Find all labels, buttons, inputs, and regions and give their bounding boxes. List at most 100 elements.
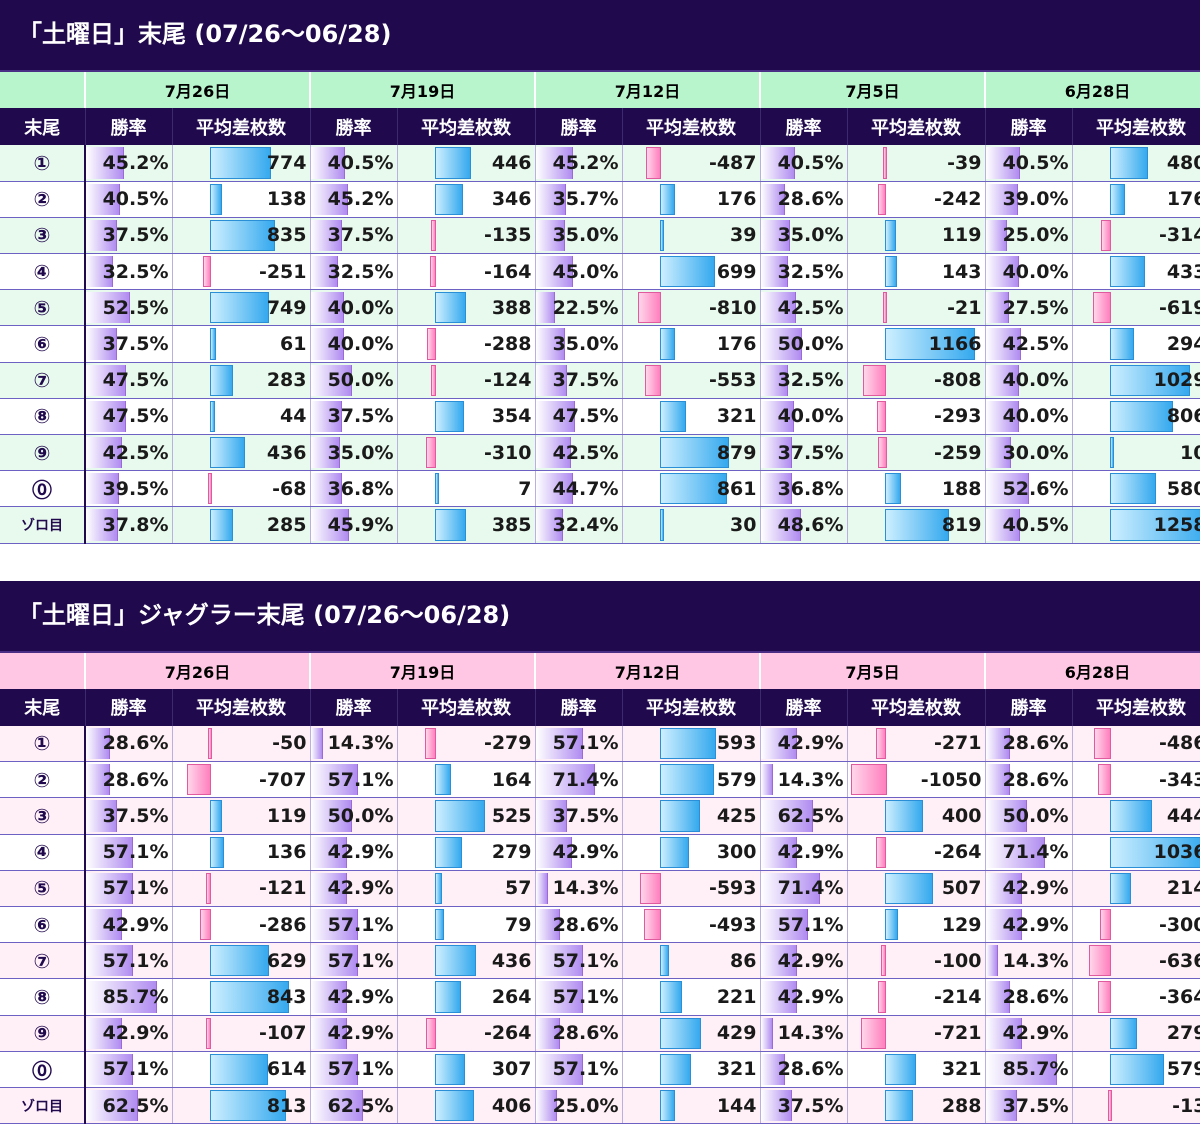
win-rate-value: 14.3% (1002, 949, 1069, 972)
row-label: ④ (0, 834, 86, 871)
positive-diff-bar (434, 800, 485, 832)
avg-diff-value: -808 (933, 369, 982, 392)
avg-diff-value: -135 (483, 224, 532, 247)
negative-diff-bar (206, 1017, 212, 1049)
win-rate-value: 25.0% (552, 1094, 619, 1117)
win-rate-cell: 25.0% (985, 217, 1073, 255)
win-rate-bar (535, 981, 584, 1013)
win-rate-value: 35.0% (552, 224, 619, 247)
win-rate-bar (86, 400, 126, 432)
win-rate-bar (760, 909, 809, 941)
avg-diff-value: 819 (941, 513, 982, 536)
win-rate-cell: 14.3% (310, 725, 398, 763)
win-rate-value: 57.1% (327, 913, 394, 936)
win-rate-bar (535, 437, 572, 469)
row-label: ⑧ (0, 978, 86, 1016)
avg-diff-cell: 699 (622, 253, 761, 291)
avg-diff-cell: 164 (397, 761, 536, 799)
negative-diff-bar (861, 1017, 887, 1049)
positive-diff-bar (209, 1089, 286, 1122)
column-header-row: 末尾 勝率 平均差枚数 勝率 平均差枚数 勝率 平均差枚数 勝率 平均差枚数 勝率 平均差枚数 (0, 688, 1200, 726)
avg-diff-cell: -100 (847, 942, 986, 980)
win-rate-cell: 28.6% (760, 1051, 848, 1088)
win-rate-cell: 62.5% (760, 797, 848, 835)
win-rate-cell: 42.9% (85, 906, 173, 944)
win-rate-cell: 36.8% (310, 470, 398, 508)
positive-diff-bar (209, 400, 215, 432)
avg-diff-cell: 1036 (1072, 834, 1200, 871)
positive-diff-bar (434, 292, 467, 324)
win-rate-cell: 40.5% (310, 145, 398, 182)
win-rate-value: 57.1% (102, 877, 169, 900)
win-rate-bar (985, 256, 1020, 288)
table-row: ⑦ 57.1% 629 57.1% 436 57.1% 86 42.9% -100 14.3% -6… (0, 942, 1200, 980)
avg-diff-cell: -721 (847, 1015, 986, 1052)
win-rate-value: 42.5% (1002, 333, 1069, 356)
win-rate-value: 14.3% (327, 732, 394, 755)
win-rate-cell: 42.9% (760, 725, 848, 763)
win-rate-value: 42.9% (102, 1022, 169, 1045)
avg-diff-cell: -50 (172, 725, 311, 763)
win-rate-bar (535, 1017, 560, 1049)
win-rate-value: 40.5% (777, 151, 844, 174)
avg-diff-value: 283 (266, 369, 307, 392)
avg-diff-cell: 525 (397, 797, 536, 835)
win-rate-value: 42.9% (552, 841, 619, 864)
table-row: ⑨ 42.5% 436 35.0% -310 42.5% 879 37.5% -259 30.0%… (0, 434, 1200, 472)
avg-diff-cell: -124 (397, 362, 536, 399)
avg-diff-value: 593 (716, 732, 757, 755)
win-rate-value: 71.4% (552, 768, 619, 791)
win-rate-header: 勝率 (535, 108, 623, 145)
avg-diff-header: 平均差枚数 (622, 108, 761, 145)
avg-diff-value: -314 (1158, 224, 1200, 247)
win-rate-cell: 32.5% (760, 253, 848, 291)
win-rate-bar (985, 1053, 1057, 1085)
avg-diff-value: 861 (716, 477, 757, 500)
win-rate-value: 42.5% (777, 296, 844, 319)
win-rate-cell: 50.0% (310, 797, 398, 835)
win-rate-value: 50.0% (1002, 805, 1069, 828)
win-rate-bar (535, 256, 574, 288)
negative-diff-bar (430, 256, 437, 288)
avg-diff-cell: -310 (397, 434, 536, 472)
positive-diff-bar (659, 400, 686, 432)
avg-diff-cell: 406 (397, 1087, 536, 1124)
win-rate-bar (985, 509, 1020, 541)
row-label: ③ (0, 217, 86, 255)
win-rate-value: 37.5% (552, 369, 619, 392)
win-rate-cell: 37.5% (85, 325, 173, 363)
avg-diff-cell: 214 (1072, 870, 1200, 908)
win-rate-value: 28.6% (777, 188, 844, 211)
negative-diff-bar (644, 364, 662, 396)
win-rate-bar (985, 981, 1010, 1013)
negative-diff-bar (425, 1017, 437, 1049)
avg-diff-cell: -214 (847, 978, 986, 1016)
win-rate-cell: 42.9% (985, 870, 1073, 908)
win-rate-value: 45.2% (552, 151, 619, 174)
avg-diff-cell: -135 (397, 217, 536, 255)
table2: 7月26日 7月19日 7月12日 7月5日 6月28日 末尾 勝率 平均差枚数 勝率 平均差枚数… (0, 652, 1200, 1124)
win-rate-cell: 62.5% (85, 1087, 173, 1124)
win-rate-cell: 37.5% (535, 797, 623, 835)
negative-diff-bar (877, 437, 887, 469)
win-rate-header: 勝率 (310, 688, 398, 726)
avg-diff-value: 138 (266, 188, 307, 211)
win-rate-bar (310, 400, 343, 432)
avg-diff-value: -1050 (920, 768, 982, 791)
win-rate-bar (760, 473, 792, 505)
avg-diff-value: 436 (491, 949, 532, 972)
avg-diff-cell: 1166 (847, 325, 986, 363)
win-rate-bar (535, 945, 584, 977)
avg-diff-value: 7 (518, 477, 532, 500)
win-rate-value: 40.5% (327, 151, 394, 174)
avg-diff-value: -553 (708, 369, 757, 392)
win-rate-value: 37.5% (102, 805, 169, 828)
positive-diff-bar (434, 981, 461, 1013)
avg-diff-cell: 176 (622, 181, 761, 218)
win-rate-value: 52.6% (1002, 477, 1069, 500)
avg-diff-value: 321 (941, 1058, 982, 1081)
avg-diff-value: -487 (708, 151, 757, 174)
win-rate-value: 28.6% (102, 732, 169, 755)
avg-diff-value: 129 (941, 913, 982, 936)
row-label: ⑦ (0, 362, 86, 399)
